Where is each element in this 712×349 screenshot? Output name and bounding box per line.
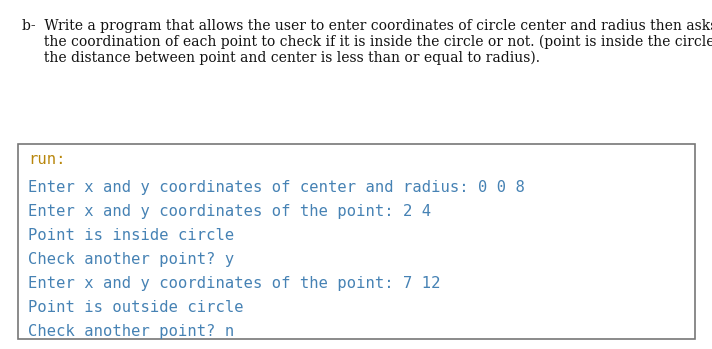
FancyBboxPatch shape bbox=[18, 144, 695, 339]
Text: Check another point? y: Check another point? y bbox=[28, 252, 234, 267]
Text: Enter x and y coordinates of center and radius: 0 0 8: Enter x and y coordinates of center and … bbox=[28, 180, 525, 195]
Text: Enter x and y coordinates of the point: 2 4: Enter x and y coordinates of the point: … bbox=[28, 204, 431, 219]
Text: Point is inside circle: Point is inside circle bbox=[28, 228, 234, 243]
Text: run:: run: bbox=[28, 152, 66, 167]
Text: b-  Write a program that allows the user to enter coordinates of circle center a: b- Write a program that allows the user … bbox=[22, 19, 712, 33]
Text: Check another point? n: Check another point? n bbox=[28, 324, 234, 339]
Text: the coordination of each point to check if it is inside the circle or not. (poin: the coordination of each point to check … bbox=[22, 35, 712, 50]
Text: Point is outside circle: Point is outside circle bbox=[28, 300, 244, 315]
Text: Enter x and y coordinates of the point: 7 12: Enter x and y coordinates of the point: … bbox=[28, 276, 441, 291]
Text: the distance between point and center is less than or equal to radius).: the distance between point and center is… bbox=[22, 51, 540, 65]
